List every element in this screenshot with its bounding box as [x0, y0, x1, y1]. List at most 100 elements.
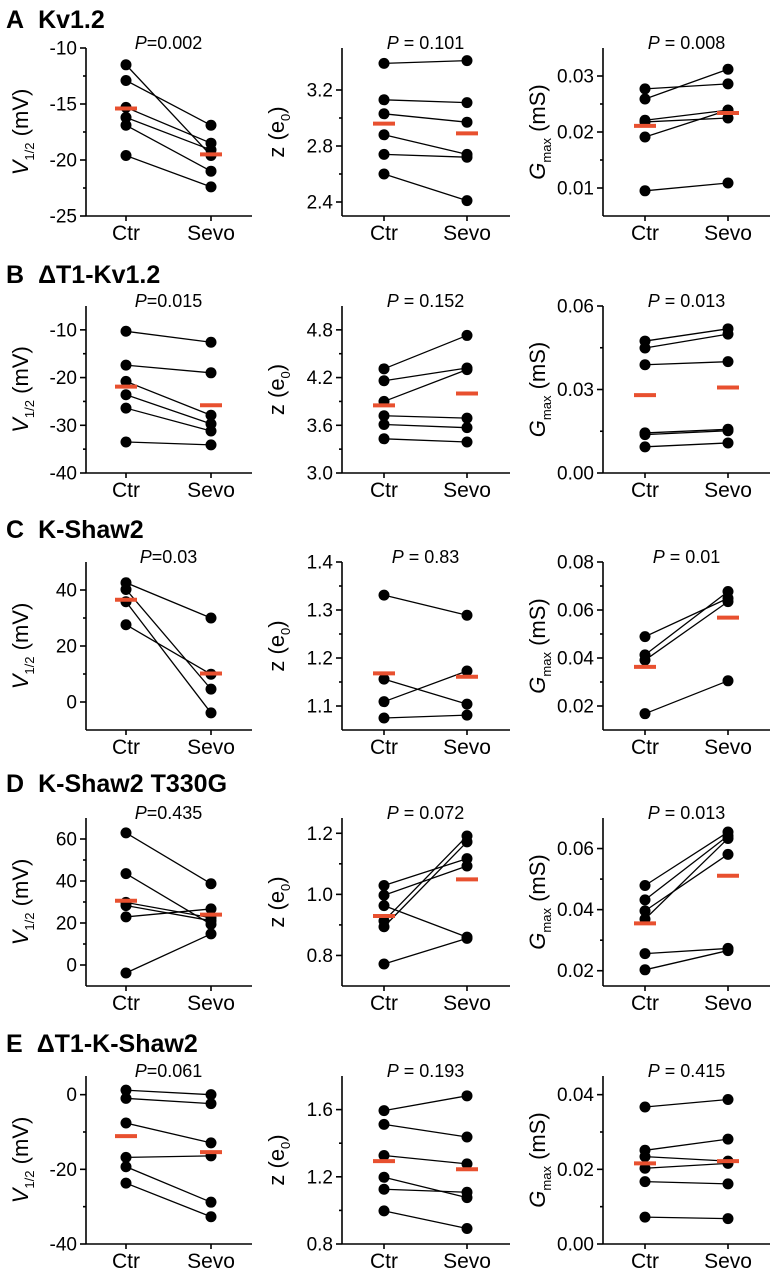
x-tick-label-sevo: Sevo — [704, 992, 752, 1015]
x-tick-label-ctr: Ctr — [631, 736, 659, 759]
pair-line — [644, 853, 729, 912]
pair-line — [125, 873, 212, 925]
data-point-ctr — [639, 185, 651, 197]
y-tick-label: 1.0 — [307, 885, 333, 906]
pair-line — [125, 624, 212, 675]
data-point-sevo — [722, 675, 734, 687]
data-point-ctr — [639, 880, 651, 892]
y-tick-label: 4.8 — [307, 320, 333, 341]
data-point-sevo — [461, 329, 473, 341]
data-point-sevo — [461, 1131, 473, 1143]
pair-line — [383, 858, 468, 887]
ylabel-unit: ) — [264, 1134, 289, 1141]
subplot-a-gmax: 0.01 0.02 0.03 Ctr Sevo Gmax (mS) P = 0.008 — [525, 33, 770, 245]
y-tick-label: 3.0 — [307, 464, 333, 485]
data-point-ctr — [120, 150, 132, 162]
p-symbol: P — [387, 291, 399, 311]
y-axis-label: V1/2 (mV) — [8, 859, 37, 946]
pair-line — [125, 407, 212, 432]
data-point-ctr — [378, 889, 390, 901]
y-tick-label: 3.6 — [307, 416, 333, 437]
p-value-label: P=0.435 — [135, 803, 203, 823]
data-point-sevo — [461, 412, 473, 424]
y-tick-label: 2.8 — [307, 137, 333, 158]
subplot-c-v12: 0 20 40 Ctr Sevo V1/2 (mV) P=0.03 — [8, 547, 252, 759]
data-point-sevo — [722, 1133, 734, 1145]
y-tick-label: 1.4 — [307, 553, 334, 574]
pair-line — [125, 380, 212, 416]
data-point-sevo — [722, 78, 734, 90]
p-value: =0.435 — [147, 803, 203, 823]
p-symbol: P — [135, 291, 147, 311]
ylabel-subscript: max — [539, 1166, 554, 1191]
ylabel-subscript: 1/2 — [22, 657, 37, 675]
pair-line — [644, 591, 729, 656]
data-point-sevo — [205, 1089, 217, 1101]
p-symbol: P — [653, 547, 665, 567]
y-axis-label: z (e0) — [264, 620, 293, 671]
y-tick-label: -40 — [50, 464, 77, 485]
y-tick-label: 1.2 — [307, 649, 333, 670]
data-point-ctr — [120, 1177, 132, 1189]
ylabel-subscript: 0 — [278, 371, 293, 378]
data-point-sevo — [205, 683, 217, 695]
pair-line — [125, 1089, 212, 1096]
p-symbol: P — [648, 803, 660, 823]
subplot-c-gmax: 0.02 0.04 0.06 0.08 Ctr Sevo Gmax (mS) P = 0.01 — [525, 547, 770, 759]
data-point-sevo — [205, 612, 217, 624]
pair-line — [383, 334, 468, 370]
data-point-ctr — [639, 359, 651, 371]
pair-line — [383, 153, 468, 158]
data-point-sevo — [461, 436, 473, 448]
p-value: = 0.415 — [660, 1061, 726, 1081]
data-point-sevo — [205, 336, 217, 348]
data-point-ctr — [120, 1084, 132, 1096]
x-tick-label-ctr: Ctr — [631, 1250, 659, 1271]
data-point-sevo — [205, 165, 217, 177]
data-point-ctr — [378, 433, 390, 445]
y-tick-label: -20 — [50, 1160, 77, 1181]
pair-line — [383, 670, 468, 703]
y-tick-label: -30 — [50, 416, 77, 437]
pair-line — [125, 1166, 212, 1203]
pair-line — [644, 835, 729, 901]
data-point-sevo — [722, 945, 734, 957]
data-point-sevo — [722, 63, 734, 75]
y-axis-label: Gmax (mS) — [525, 854, 554, 949]
pair-line — [125, 1182, 212, 1218]
p-value: = 0.01 — [665, 547, 721, 567]
x-tick-label-ctr: Ctr — [370, 1250, 398, 1271]
data-point-ctr — [639, 631, 651, 643]
panel-letter: C — [6, 516, 24, 544]
data-point-sevo — [461, 860, 473, 872]
pair-line — [644, 83, 729, 90]
pair-line — [644, 831, 729, 887]
data-point-sevo — [722, 586, 734, 598]
pair-line — [383, 367, 468, 382]
data-point-ctr — [639, 708, 651, 720]
y-axis-label: Gmax (mS) — [525, 598, 554, 693]
pair-line — [125, 124, 212, 172]
p-value-label: P = 0.193 — [387, 1061, 465, 1081]
data-point-ctr — [378, 880, 390, 892]
ylabel-main: z (e — [264, 891, 289, 928]
data-point-sevo — [205, 707, 217, 719]
data-point-ctr — [120, 111, 132, 123]
p-value: = 0.008 — [660, 33, 726, 53]
ylabel-unit: ) — [264, 620, 289, 627]
x-tick-label-ctr: Ctr — [631, 479, 659, 502]
pair-line — [125, 1155, 212, 1159]
y-tick-label: 0.00 — [557, 464, 594, 485]
data-point-ctr — [378, 57, 390, 69]
panel-letter: B — [6, 261, 24, 289]
pair-line — [644, 601, 729, 661]
pair-line — [644, 947, 729, 955]
data-point-sevo — [722, 1094, 734, 1106]
p-symbol: P — [387, 803, 399, 823]
p-value: = 0.013 — [660, 803, 726, 823]
y-axis-label: z (e0) — [264, 876, 293, 927]
data-point-ctr — [639, 964, 651, 976]
pair-line — [383, 369, 468, 403]
panel-letter: A — [6, 6, 24, 34]
subplot-b-gmax: 0.00 0.03 0.06 Ctr Sevo Gmax (mS) P = 0.013 — [525, 291, 770, 502]
